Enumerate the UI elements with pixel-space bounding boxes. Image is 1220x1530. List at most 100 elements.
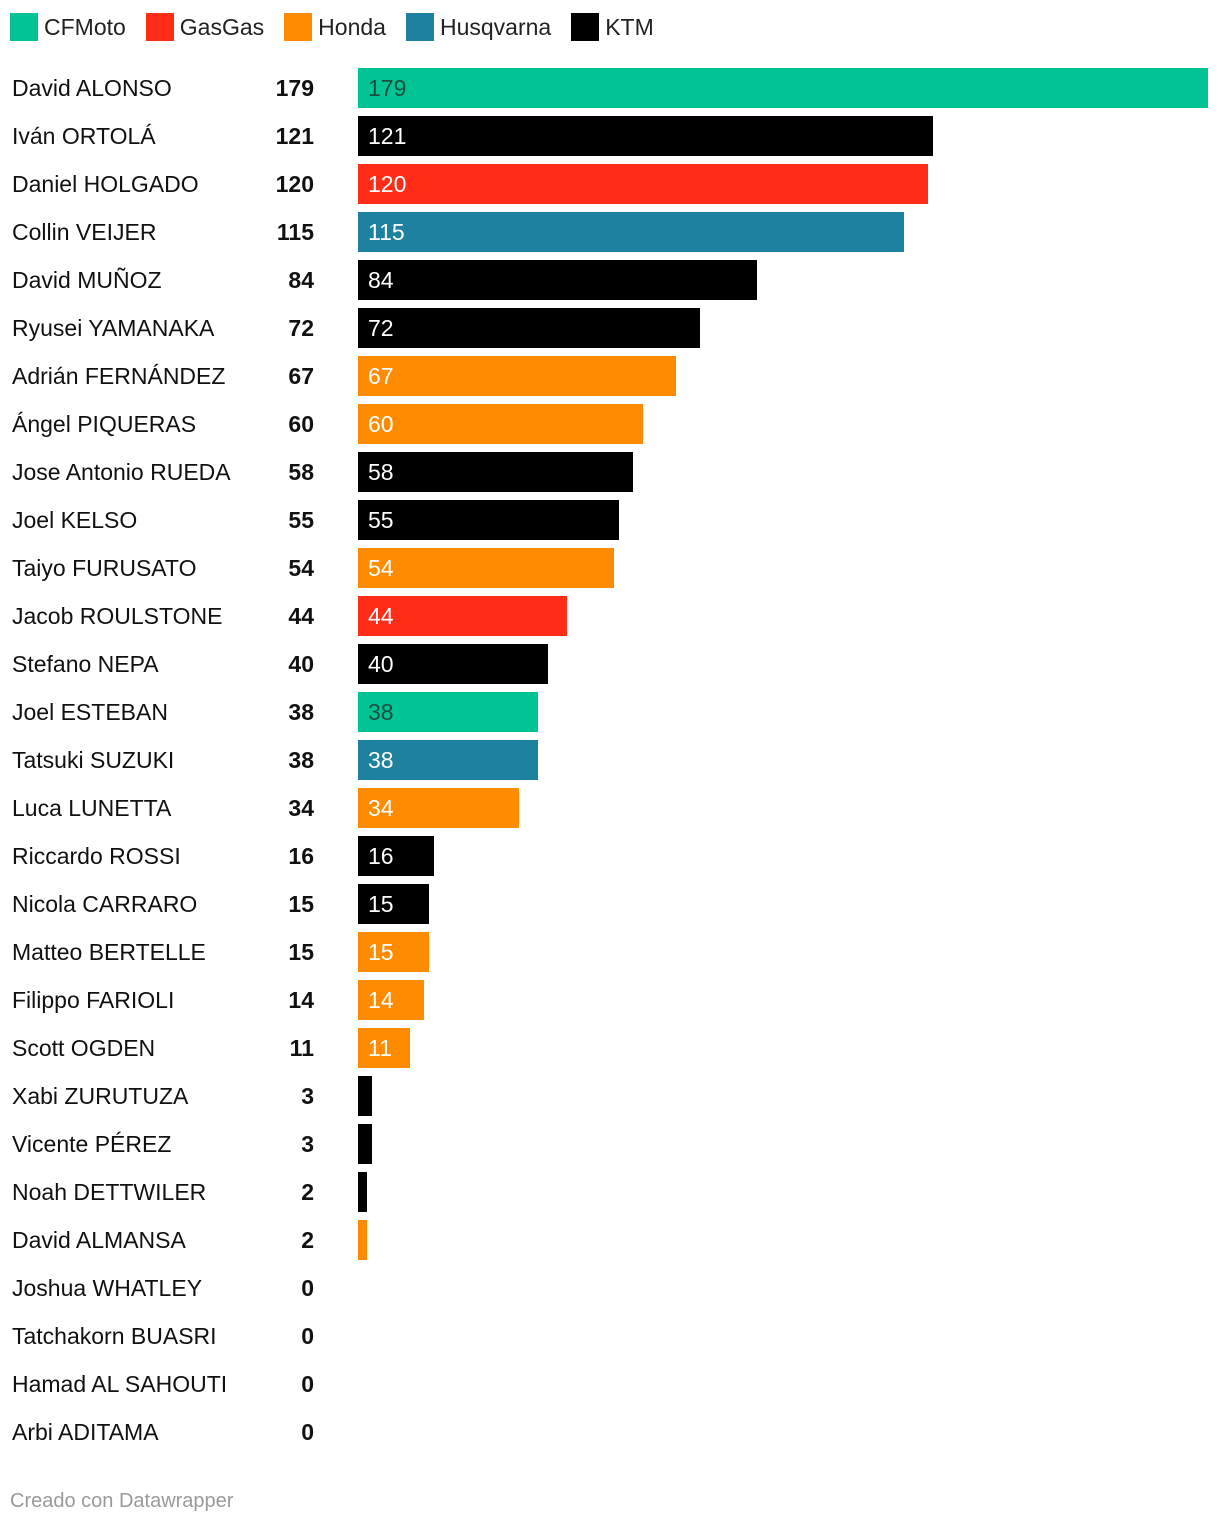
rider-name: Ángel PIQUERAS [12, 411, 197, 437]
rider-name: Jacob ROULSTONE [12, 603, 223, 629]
bar: 55 [358, 500, 620, 540]
rider-name: Nicola CARRARO [12, 891, 198, 917]
chart-row: Iván ORTOLÁ 121 121 [0, 112, 1220, 160]
bar-value-label: 72 [368, 315, 394, 341]
rider-name: Filippo FARIOLI [12, 987, 175, 1013]
chart-row: Arbi ADITAMA 0 [0, 1408, 1220, 1456]
points-total: 3 [301, 1083, 314, 1109]
rider-name: Taiyo FURUSATO [12, 555, 197, 581]
legend-label: CFMoto [44, 14, 126, 40]
chart-row: Daniel HOLGADO 120 120 [0, 160, 1220, 208]
rider-name: Joshua WHATLEY [12, 1275, 203, 1301]
points-total: 72 [288, 315, 314, 341]
points-total: 15 [288, 939, 314, 965]
chart-row: Vicente PÉREZ 3 [0, 1120, 1220, 1168]
chart-row: Jacob ROULSTONE 44 44 [0, 592, 1220, 640]
bar: 16 [358, 836, 434, 876]
bar-value-label: 54 [368, 555, 394, 581]
bar: 15 [358, 932, 430, 972]
bar-value-label: 15 [368, 891, 394, 917]
bar-value-label: 44 [368, 603, 394, 629]
rider-name: Tatchakorn BUASRI [12, 1323, 217, 1349]
chart-row: Stefano NEPA 40 40 [0, 640, 1220, 688]
chart-row: Nicola CARRARO 15 15 [0, 880, 1220, 928]
legend-item: Husqvarna [405, 13, 552, 41]
bar: 14 [358, 980, 425, 1020]
points-total: 84 [288, 267, 314, 293]
bar: 11 [358, 1028, 411, 1068]
points-total: 0 [301, 1419, 314, 1445]
chart-row: David ALMANSA 2 [0, 1216, 1220, 1264]
bar-value-label: 67 [368, 363, 394, 389]
points-total: 34 [288, 795, 314, 821]
legend-item: KTM [571, 13, 654, 41]
chart-row: Riccardo ROSSI 16 16 [0, 832, 1220, 880]
rider-name: Jose Antonio RUEDA [12, 459, 231, 485]
chart-row: Scott OGDEN 11 11 [0, 1024, 1220, 1072]
points-total: 44 [288, 603, 314, 629]
bar: 60 [358, 404, 643, 444]
points-total: 40 [288, 651, 314, 677]
points-total: 179 [275, 75, 314, 101]
legend-label: Husqvarna [439, 14, 552, 40]
bar: 179 [358, 68, 1208, 108]
rider-name: Joel ESTEBAN [12, 699, 168, 725]
bar-value-label: 34 [368, 795, 394, 821]
legend-label: GasGas [179, 14, 265, 40]
bar: 84 [358, 260, 757, 300]
bar-value-label: 38 [368, 747, 394, 773]
bar: 120 [358, 164, 928, 204]
rider-name: Tatsuki SUZUKI [12, 747, 175, 773]
chart-row: Joshua WHATLEY 0 [0, 1264, 1220, 1312]
chart-row: Tatchakorn BUASRI 0 [0, 1312, 1220, 1360]
points-total: 55 [288, 507, 314, 533]
legend-swatch [284, 13, 313, 41]
bar [358, 1172, 368, 1212]
rider-name: Iván ORTOLÁ [12, 123, 156, 149]
points-total: 11 [289, 1035, 314, 1061]
points-total: 121 [275, 123, 314, 149]
points-total: 67 [288, 363, 314, 389]
points-total: 16 [288, 843, 314, 869]
chart-row: Ángel PIQUERAS 60 60 [0, 400, 1220, 448]
points-total: 54 [288, 555, 314, 581]
rider-name: Arbi ADITAMA [12, 1419, 159, 1445]
chart-row: Luca LUNETTA 34 34 [0, 784, 1220, 832]
chart-row: Matteo BERTELLE 15 15 [0, 928, 1220, 976]
rider-name: Collin VEIJER [12, 219, 157, 245]
legend-swatch [10, 13, 38, 41]
chart-row: Joel KELSO 55 55 [0, 496, 1220, 544]
credit-footer: Creado con Datawrapper [10, 1490, 234, 1512]
bar: 15 [358, 884, 430, 924]
rider-name: Scott OGDEN [12, 1035, 156, 1061]
points-total: 38 [288, 699, 314, 725]
points-total: 15 [288, 891, 314, 917]
legend-item: GasGas [145, 13, 265, 41]
legend-item: Honda [284, 13, 386, 41]
bar-value-label: 40 [368, 651, 394, 677]
chart-row: Tatsuki SUZUKI 38 38 [0, 736, 1220, 784]
rider-name: Luca LUNETTA [12, 795, 172, 821]
bar-value-label: 11 [368, 1035, 392, 1061]
rider-name: Vicente PÉREZ [12, 1131, 172, 1157]
legend-item: CFMoto [10, 13, 126, 41]
rider-name: Joel KELSO [12, 507, 138, 533]
bar-value-label: 179 [368, 75, 407, 101]
legend-swatch [571, 13, 600, 41]
bar: 34 [358, 788, 520, 828]
rider-name: Matteo BERTELLE [12, 939, 206, 965]
points-total: 0 [301, 1371, 314, 1397]
bar: 44 [358, 596, 567, 636]
chart-row: Jose Antonio RUEDA 58 58 [0, 448, 1220, 496]
chart-row: Adrián FERNÁNDEZ 67 67 [0, 352, 1220, 400]
legend-swatch [405, 13, 434, 41]
bar-value-label: 14 [368, 987, 394, 1013]
bar-value-label: 16 [368, 843, 394, 869]
rider-name: Noah DETTWILER [12, 1179, 207, 1205]
bar-chart: David ALONSO 179 179 Iván ORTOLÁ 121 121 Danie… [0, 64, 1220, 1456]
chart-row: Collin VEIJER 115 115 [0, 208, 1220, 256]
legend-label: Honda [318, 14, 386, 40]
points-total: 115 [276, 219, 314, 245]
bar [358, 1076, 373, 1116]
points-total: 58 [288, 459, 314, 485]
